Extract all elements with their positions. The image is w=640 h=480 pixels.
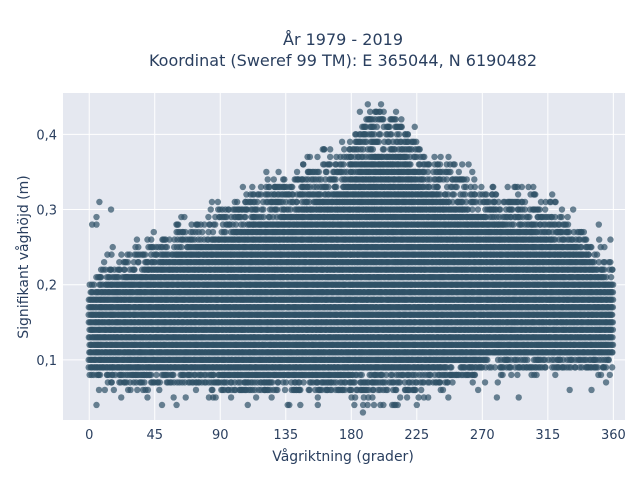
data-point	[274, 386, 281, 394]
data-point	[323, 168, 330, 176]
data-point	[135, 258, 142, 266]
data-point	[222, 228, 229, 236]
data-point	[97, 273, 105, 281]
data-point	[163, 243, 171, 251]
data-point	[358, 371, 365, 379]
data-point	[96, 371, 104, 379]
data-point	[153, 371, 160, 379]
data-point	[170, 371, 177, 379]
data-point	[325, 183, 332, 191]
data-point	[269, 379, 276, 386]
data-point	[242, 213, 249, 221]
data-point	[199, 228, 206, 236]
data-point	[116, 258, 123, 266]
data-point	[116, 266, 123, 273]
data-point	[289, 183, 296, 191]
data-point	[260, 206, 267, 213]
chart-title-line2: Koordinat (Sweref 99 TM): E 365044, N 61…	[149, 51, 537, 70]
data-point	[141, 251, 149, 258]
data-point	[254, 198, 261, 206]
data-point	[212, 221, 219, 228]
data-point	[333, 183, 340, 191]
data-point	[90, 281, 98, 288]
data-point	[306, 386, 313, 394]
data-point	[332, 176, 339, 183]
data-point	[141, 379, 148, 386]
data-point	[131, 266, 138, 273]
data-point	[351, 379, 359, 386]
data-point	[297, 386, 304, 394]
data-point	[124, 258, 132, 266]
data-point	[178, 243, 185, 251]
data-point	[315, 168, 323, 176]
data-point	[156, 379, 163, 386]
chart-title-line1: År 1979 - 2019	[283, 30, 403, 49]
data-points	[85, 101, 617, 416]
data-point	[209, 228, 217, 236]
data-point	[300, 379, 307, 386]
data-point	[340, 161, 347, 168]
data-point	[205, 213, 212, 221]
data-point	[281, 386, 289, 394]
